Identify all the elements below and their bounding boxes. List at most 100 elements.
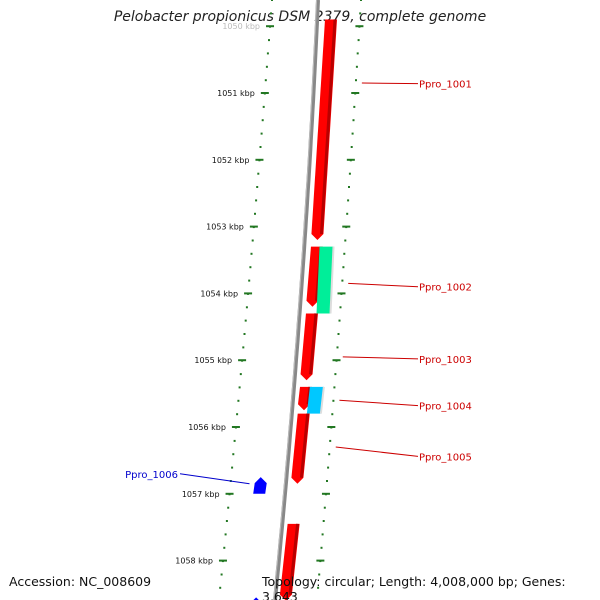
tick-label: 1051 kbp — [217, 89, 255, 98]
gene-label: Ppro_1001 — [419, 80, 472, 91]
tick-label: 1050 kbp — [222, 22, 260, 31]
ruler-dot-outer — [334, 373, 337, 376]
ruler-dot-inner — [271, 0, 273, 1]
reverse-gene-arrow — [253, 597, 259, 600]
gene-label-leader — [339, 399, 419, 407]
ruler-dot-outer — [320, 546, 323, 549]
ruler-dot-inner — [223, 546, 226, 549]
ruler-dot-outer — [351, 132, 354, 135]
gene-label: Ppro_1004 — [419, 402, 472, 413]
gene-label-leader — [342, 356, 419, 360]
ruler-dot-inner — [259, 146, 262, 148]
ruler-dot-inner — [239, 373, 242, 376]
ruler-dot-outer — [321, 533, 324, 536]
backbone-highlight — [273, 0, 318, 600]
rna-feature — [316, 246, 334, 314]
ruler-dot-outer — [332, 399, 335, 402]
ruler-dot-outer — [327, 466, 330, 469]
accession-text: Accession: NC_008609 — [9, 574, 152, 589]
ruler-dot-outer — [328, 453, 331, 456]
ruler-dot-inner — [270, 12, 272, 15]
ruler-dot-outer — [348, 172, 351, 175]
ruler-dot-inner — [224, 533, 227, 536]
ruler-dot-outer — [322, 520, 325, 522]
gene-label: Ppro_1003 — [419, 355, 472, 366]
ruler-dot-outer — [343, 252, 346, 255]
gene-label-leader — [361, 82, 419, 85]
reverse-gene-arrow — [253, 477, 267, 494]
gene-label: Ppro_1006 — [125, 470, 178, 481]
ruler-dot-inner — [256, 186, 259, 188]
ruler-dot-inner — [243, 333, 246, 335]
tick-label: 1053 kbp — [206, 223, 244, 232]
ruler-dot-inner — [245, 306, 248, 309]
genome-summary-text: Topology: circular; Length: 4,008,000 bp… — [262, 574, 566, 600]
ruler-dot-inner — [248, 279, 251, 282]
ruler-dot-inner — [264, 79, 267, 82]
gene-arrow-shading — [299, 413, 310, 478]
ruler-dot-inner — [255, 199, 258, 202]
ruler-dot-outer — [337, 333, 340, 335]
gene-label-leader — [179, 473, 250, 485]
ruler-dot-outer — [348, 186, 350, 188]
gene-arrow-shading — [288, 523, 300, 595]
ruler-dot-inner — [244, 319, 247, 322]
ruler-dot-inner — [225, 520, 228, 522]
ruler-dot-inner — [236, 413, 239, 416]
ruler-dot-inner — [238, 386, 241, 389]
ruler-dot-outer — [331, 413, 334, 416]
ruler-dot-inner — [261, 119, 264, 122]
map-title: Pelobacter propionicus DSM 2379, complet… — [113, 9, 487, 25]
gene-label-leader — [348, 282, 419, 288]
ruler-dot-outer — [342, 266, 345, 269]
rna-feature-edge — [329, 246, 335, 314]
ruler-dot-outer — [344, 239, 347, 242]
ruler-dot-outer — [339, 306, 342, 309]
ruler-dot-inner — [220, 573, 223, 576]
gene-label: Ppro_1002 — [419, 283, 472, 294]
gene-arrow-shading — [319, 19, 337, 235]
ruler-dot-inner — [227, 506, 230, 509]
ruler-dot-inner — [251, 239, 254, 242]
ruler-dot-outer — [355, 65, 358, 68]
tick-label: 1054 kbp — [200, 289, 238, 298]
ruler-dot-inner — [260, 132, 263, 135]
gene-label-leader — [335, 446, 419, 457]
tick-label: 1057 kbp — [182, 490, 220, 499]
ruler-dot-inner — [232, 453, 235, 456]
ruler-dot-outer — [347, 199, 350, 202]
ruler-dot-outer — [357, 39, 360, 42]
tick-label: 1056 kbp — [188, 423, 226, 432]
rna-feature-edge — [319, 386, 325, 414]
gene-label: Ppro_1005 — [419, 452, 472, 463]
ruler-dot-inner — [233, 439, 236, 442]
ruler-dot-outer — [352, 119, 355, 122]
ruler-dot-inner — [242, 346, 245, 349]
ruler-dot-inner — [257, 172, 260, 175]
ruler-dot-outer — [317, 586, 320, 589]
gene-arrow-shading — [309, 313, 318, 375]
tick-label: 1058 kbp — [175, 557, 213, 566]
ruler-dot-outer — [359, 12, 362, 15]
tick-label: 1052 kbp — [212, 156, 250, 165]
ruler-dot-inner — [219, 586, 222, 589]
ruler-dot-inner — [237, 399, 240, 402]
ruler-dot-inner — [250, 252, 253, 255]
ruler-dot-inner — [266, 52, 269, 55]
ruler-dot-outer — [326, 480, 328, 482]
ruler-dot-outer — [355, 79, 357, 82]
ruler-dot-outer — [353, 105, 356, 108]
ruler-dot-outer — [360, 0, 362, 1]
ruler-dot-outer — [333, 386, 336, 389]
ruler-dot-inner — [254, 212, 256, 215]
ruler-dot-outer — [336, 346, 339, 349]
rna-feature — [306, 386, 324, 414]
ruler-dot-inner — [249, 266, 252, 269]
ruler-dot-outer — [341, 279, 344, 282]
ruler-dot-inner — [265, 65, 268, 68]
ruler-dot-outer — [323, 506, 326, 509]
ruler-dot-outer — [338, 319, 341, 322]
ruler-dot-outer — [356, 52, 359, 55]
